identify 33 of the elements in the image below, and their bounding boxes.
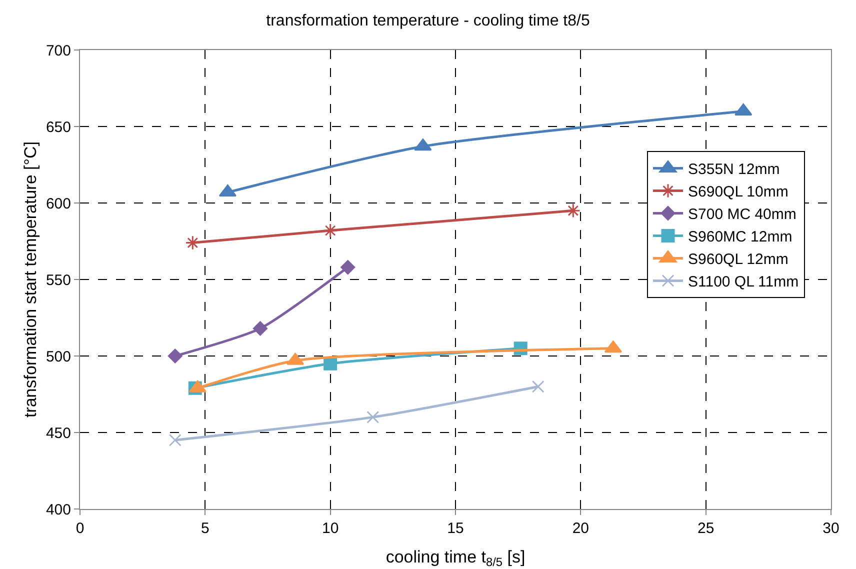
y-tick-label: 650 bbox=[46, 118, 71, 136]
point bbox=[322, 223, 338, 238]
point bbox=[566, 203, 581, 218]
y-tick-label: 700 bbox=[46, 42, 71, 60]
x-tick-label: 15 bbox=[447, 520, 464, 537]
point bbox=[168, 348, 182, 364]
y-tick-label: 600 bbox=[46, 195, 71, 212]
point bbox=[185, 235, 200, 250]
point bbox=[532, 380, 544, 393]
legend-label: S690QL 10mm bbox=[688, 184, 788, 201]
point bbox=[324, 356, 338, 370]
y-tick-label: 400 bbox=[46, 501, 71, 518]
point bbox=[366, 410, 380, 424]
legend-label: S960MC 12mm bbox=[688, 228, 792, 246]
y-tick-label: 550 bbox=[46, 272, 71, 289]
point bbox=[168, 434, 182, 446]
y-axis-title: transformation start temperature [°C] bbox=[21, 141, 40, 418]
x-tick-label: 25 bbox=[697, 520, 714, 537]
y-tick-label: 500 bbox=[46, 348, 71, 366]
x-tick-label: 30 bbox=[822, 520, 840, 537]
x-tick-label: 5 bbox=[201, 520, 210, 537]
chart-title: transformation temperature - cooling time t8/5 bbox=[266, 12, 590, 30]
legend-label: S1100 QL 11mm bbox=[688, 274, 799, 291]
x-tick-label: 0 bbox=[76, 520, 84, 537]
legend-label: S700 MC 40mm bbox=[688, 206, 796, 224]
x-axis-title: cooling time t$_{8/5}$ [s] bbox=[386, 547, 526, 569]
legend-label: S960QL 12mm bbox=[688, 251, 788, 268]
x-tick-label: 10 bbox=[322, 520, 339, 537]
point bbox=[252, 321, 268, 336]
y-tick-label: 450 bbox=[46, 424, 71, 442]
x-tick-label: 20 bbox=[572, 520, 590, 537]
legend-label: S355N 12mm bbox=[688, 161, 780, 178]
point bbox=[340, 260, 356, 275]
